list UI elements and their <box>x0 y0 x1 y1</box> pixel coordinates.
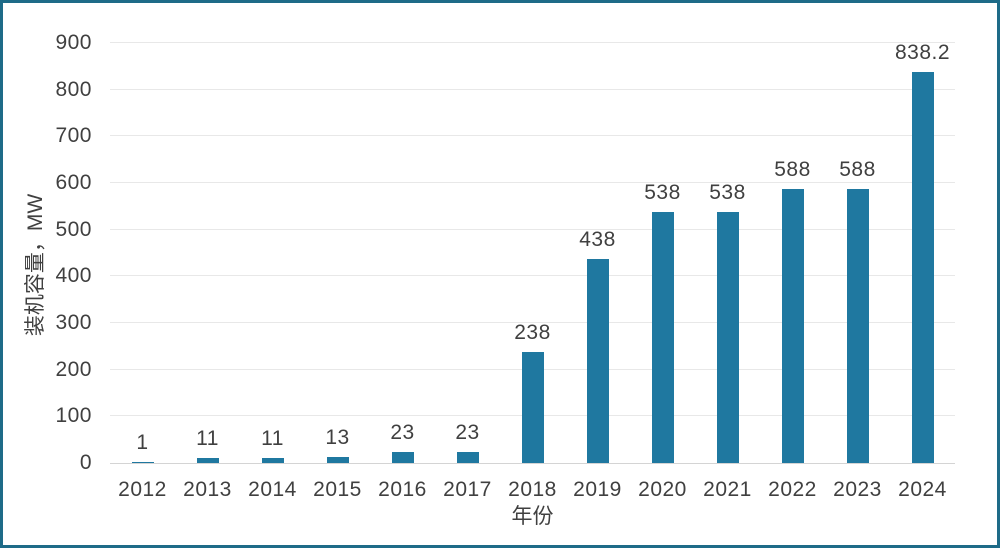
gridline <box>110 322 955 323</box>
y-tick-label: 800 <box>55 77 92 101</box>
bar-value-label: 23 <box>390 421 415 445</box>
bar-value-label: 538 <box>709 180 746 204</box>
x-tick-label: 2023 <box>833 478 882 501</box>
y-tick-label: 300 <box>55 311 92 334</box>
x-axis-title: 年份 <box>511 505 554 528</box>
bar-2018 <box>521 351 544 463</box>
x-tick-label: 2012 <box>118 478 167 501</box>
x-tick-label: 2018 <box>508 478 557 501</box>
plot-area: 0 100 200 300 400 500 600 700 800 900 1 2012 11 2013 1… <box>55 32 955 501</box>
bar-2020 <box>651 211 674 463</box>
gridline <box>110 88 955 90</box>
y-tick-label: 200 <box>55 357 92 381</box>
y-tick-label: 500 <box>55 217 92 241</box>
bar-2012 <box>131 462 154 463</box>
bar-2022 <box>781 188 804 463</box>
bar-2017 <box>456 452 479 463</box>
bar-value-label: 1 <box>136 431 149 454</box>
bar-2013 <box>196 457 219 463</box>
x-tick-label: 2024 <box>898 478 947 501</box>
bar-value-label: 23 <box>455 421 480 445</box>
x-tick-label: 2013 <box>183 478 232 501</box>
x-tick-label: 2022 <box>768 478 817 501</box>
y-tick-label: 700 <box>55 124 92 148</box>
bar-value-label: 838.2 <box>894 40 951 64</box>
y-tick-label: 0 <box>79 451 92 474</box>
bar-2021 <box>716 211 739 463</box>
x-tick-label: 2020 <box>638 478 687 501</box>
bar-2014 <box>261 457 284 463</box>
bar-value-label: 538 <box>644 180 681 204</box>
bar-value-label: 438 <box>579 227 616 251</box>
bar-value-label: 11 <box>196 426 219 450</box>
gridline <box>110 42 955 43</box>
bar-value-label: 588 <box>839 157 876 181</box>
gridline <box>110 182 955 183</box>
bar-value-label: 588 <box>774 157 811 181</box>
gridline <box>110 135 955 137</box>
x-axis-line <box>110 463 955 464</box>
bar-2015 <box>326 456 349 463</box>
x-tick-label: 2015 <box>313 478 362 501</box>
bar-2016 <box>391 452 414 463</box>
x-tick-label: 2016 <box>378 478 427 501</box>
y-tick-label: 600 <box>55 171 92 194</box>
x-tick-label: 2021 <box>703 478 752 501</box>
x-tick-label: 2017 <box>443 478 492 501</box>
bar-value-label: 11 <box>261 426 284 450</box>
bar-value-label: 238 <box>514 320 551 344</box>
gridline <box>110 275 955 277</box>
bar-2024 <box>911 71 934 463</box>
gridline <box>110 228 955 230</box>
y-tick-label: 100 <box>55 404 92 428</box>
bar-2023 <box>846 188 869 463</box>
bar-value-label: 13 <box>325 425 350 449</box>
bar-2019 <box>586 258 609 463</box>
x-tick-label: 2014 <box>248 478 297 501</box>
x-tick-label: 2019 <box>573 478 622 501</box>
y-tick-label: 900 <box>55 31 92 54</box>
y-tick-label: 400 <box>55 264 92 288</box>
